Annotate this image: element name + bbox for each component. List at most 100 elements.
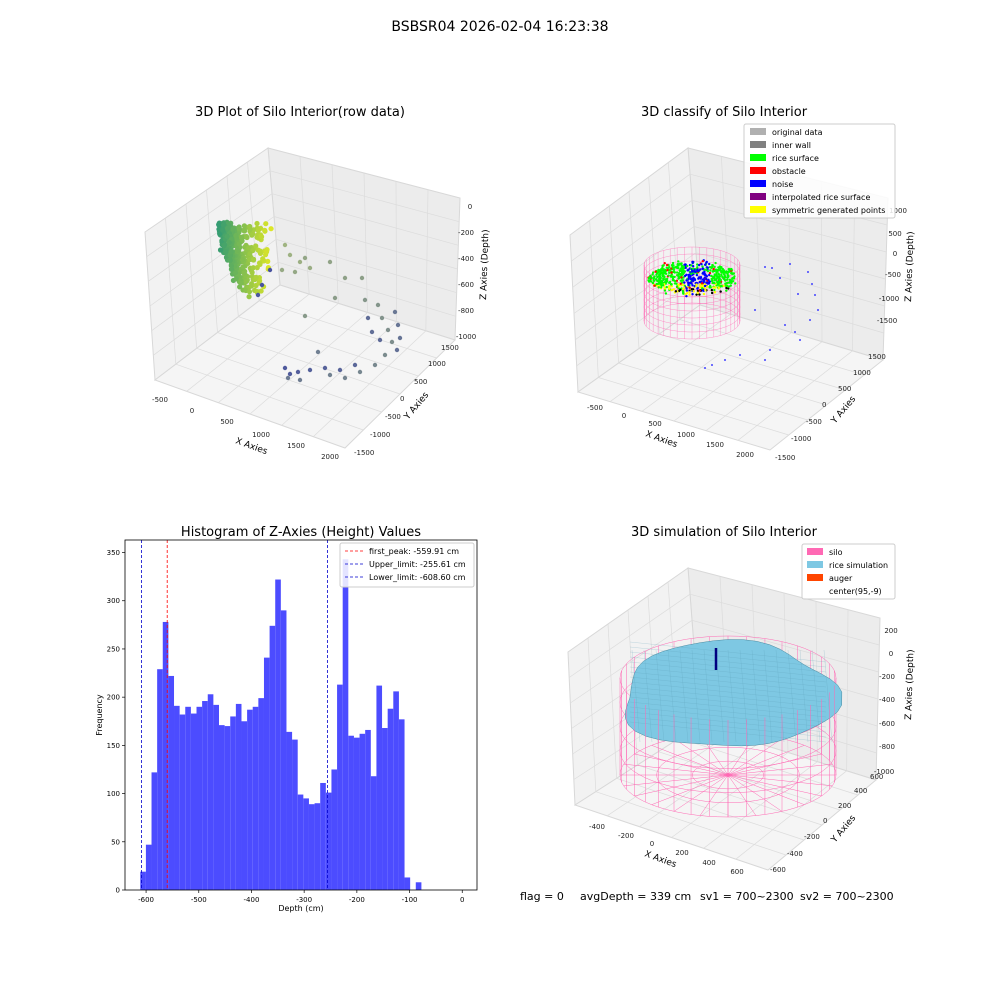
class-point (700, 263, 703, 266)
x-tick: 0 (622, 412, 626, 420)
class-point (655, 282, 659, 286)
class-point (682, 276, 685, 279)
class-point (685, 289, 689, 292)
histogram-bar (168, 675, 175, 890)
legend-classify: original data inner wall rice surface ob… (743, 123, 896, 219)
class-point (692, 290, 695, 293)
legend-swatch (807, 548, 823, 555)
class-point (693, 277, 696, 281)
grid-line (148, 193, 273, 282)
y-tick: 200 (107, 694, 120, 702)
class-point (679, 268, 683, 271)
class-point (656, 271, 660, 274)
class-point (680, 264, 684, 268)
class-point (719, 284, 723, 287)
z-tick: -800 (879, 743, 895, 751)
class-point (696, 287, 699, 290)
class-point (696, 266, 699, 269)
class-point (710, 277, 713, 281)
raw-point (327, 259, 333, 265)
legend-label: obstacle (772, 167, 806, 176)
histogram-bar (359, 733, 366, 890)
class-point (727, 285, 731, 288)
grid-line (313, 330, 427, 437)
class-point (688, 291, 691, 294)
class-point (706, 269, 710, 273)
legend-swatch (807, 574, 823, 581)
raw-point (226, 239, 232, 246)
legend-label: rice surface (772, 154, 819, 163)
raw-point (236, 241, 242, 247)
x-tick: 200 (675, 849, 688, 857)
avg-depth-text: avgDepth = 339 cm (580, 890, 691, 903)
noise-point (789, 263, 791, 265)
noise-point (794, 331, 796, 333)
class-point (705, 260, 708, 264)
grid-line (275, 238, 457, 294)
class-point (674, 290, 678, 293)
class-point (650, 276, 653, 280)
raw-point (232, 269, 239, 276)
class-point (663, 272, 667, 275)
y-tick: -400 (787, 850, 803, 858)
histogram-bar (151, 772, 158, 890)
class-point (722, 284, 725, 288)
histogram-bar (297, 794, 304, 890)
x-tick: 400 (702, 859, 715, 867)
z-tick: -400 (879, 696, 895, 704)
class-point (675, 265, 678, 269)
class-point (657, 282, 661, 285)
x-tick: 1500 (287, 442, 305, 450)
noise-point (811, 283, 813, 285)
grid-line (146, 170, 271, 257)
class-point (688, 286, 691, 289)
class-point (710, 274, 713, 278)
y-tick: -1500 (775, 454, 795, 462)
legend-label: auger (829, 574, 853, 583)
y-tick: 0 (823, 817, 827, 825)
raw-point (302, 255, 308, 261)
class-point (677, 260, 680, 263)
raw-point (217, 231, 223, 237)
raw-point (260, 256, 266, 262)
y-tick: 1500 (868, 353, 886, 361)
raw-point (239, 256, 245, 263)
raw-point (258, 234, 265, 240)
y-tick: 300 (107, 597, 120, 605)
class-point (697, 263, 701, 267)
raw-point (292, 269, 298, 275)
raw-point (322, 365, 328, 371)
histogram-bar (404, 877, 411, 890)
class-point (691, 260, 695, 264)
y-axis-label: Y Axies (829, 813, 858, 845)
histogram-bar (140, 871, 146, 890)
class-point (713, 288, 716, 292)
histogram-bar (252, 706, 259, 890)
class-point (728, 268, 731, 271)
y-tick: -200 (804, 833, 820, 841)
raw-point (365, 315, 371, 321)
histogram-bar (275, 579, 281, 890)
raw-point (254, 288, 260, 295)
class-point (717, 286, 721, 289)
histogram-bar (320, 782, 326, 890)
class-point (679, 288, 682, 292)
class-point (720, 273, 723, 277)
raw-point (397, 335, 403, 341)
raw-point (221, 242, 228, 248)
class-point (690, 264, 693, 267)
class-point (710, 279, 714, 283)
z-tick: 500 (888, 230, 901, 238)
class-point (714, 273, 717, 277)
histogram-bar (213, 704, 219, 890)
class-point (718, 280, 721, 284)
y-tick: 0 (822, 401, 826, 409)
raw-point (369, 329, 375, 335)
z-tick: -600 (879, 720, 895, 728)
class-point (651, 273, 654, 276)
class-point (698, 293, 701, 296)
raw-point (255, 227, 261, 234)
class-point (703, 272, 706, 275)
panel-simulation-3d: 3D simulation of Silo Interior -400 -200… (567, 525, 916, 876)
